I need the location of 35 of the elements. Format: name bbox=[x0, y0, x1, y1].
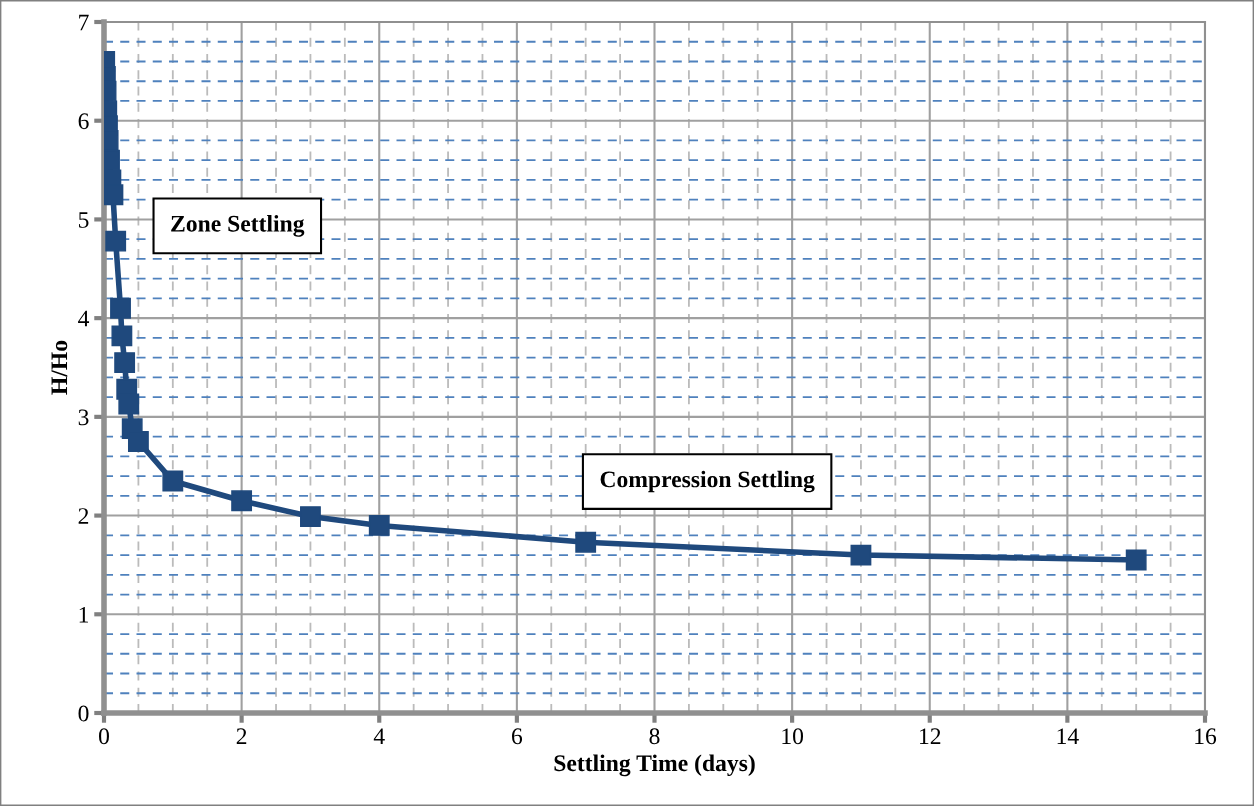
y-tick-label: 2 bbox=[78, 508, 89, 524]
x-tick-label: 12 bbox=[920, 728, 941, 744]
point bbox=[850, 544, 872, 566]
point bbox=[114, 352, 136, 373]
annotation: Zone Settling bbox=[171, 215, 305, 237]
x-tick-label: 16 bbox=[1195, 728, 1217, 745]
y-axis-title: H/Ho bbox=[51, 340, 68, 395]
x-tick-label: 0 bbox=[99, 728, 109, 745]
point bbox=[575, 531, 597, 553]
x-tick-label: 6 bbox=[511, 728, 523, 745]
point bbox=[104, 184, 124, 206]
x-tick-label: 2 bbox=[236, 728, 247, 744]
point bbox=[1125, 549, 1147, 571]
point bbox=[111, 325, 133, 347]
x-tick-label: 4 bbox=[373, 728, 385, 744]
y-tick-label: 0 bbox=[78, 705, 89, 722]
y-tick-label: 3 bbox=[78, 409, 89, 426]
point bbox=[105, 230, 127, 252]
y-tick-label: 7 bbox=[79, 14, 89, 31]
x-tick-label: 8 bbox=[649, 728, 660, 745]
x-tick-label: 10 bbox=[782, 728, 804, 745]
point bbox=[231, 490, 253, 512]
point bbox=[368, 515, 390, 536]
annotation: Compression Settling bbox=[600, 470, 815, 493]
point bbox=[118, 393, 140, 415]
x-tick-label: 14 bbox=[1057, 728, 1079, 744]
point bbox=[110, 297, 131, 319]
point bbox=[300, 506, 321, 527]
point bbox=[162, 470, 184, 492]
point bbox=[127, 431, 149, 452]
x-axis-title: Settling Time (days) bbox=[554, 754, 755, 777]
y-tick-label: 6 bbox=[78, 113, 89, 130]
y-tick-label: 1 bbox=[79, 606, 88, 623]
y-tick-label: 5 bbox=[78, 212, 89, 228]
y-tick-label: 4 bbox=[78, 310, 90, 327]
